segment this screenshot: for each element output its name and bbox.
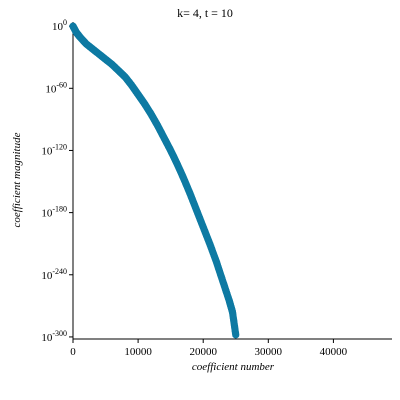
y-tick-group: 100 10-60 10-120 10-180 10-240 10-300 <box>41 18 73 344</box>
y-tick-label: 10-300 <box>41 329 67 344</box>
x-tick-label: 30000 <box>255 346 283 358</box>
x-axis-label: coefficient number <box>192 361 275 373</box>
y-tick-label: 100 <box>52 18 67 33</box>
data-series <box>69 22 240 339</box>
y-tick-label: 10-180 <box>41 205 67 220</box>
x-tick-label: 40000 <box>320 346 348 358</box>
chart-title: k= 4, t = 10 <box>177 6 233 20</box>
data-point <box>232 331 240 339</box>
x-tick-label: 20000 <box>189 346 217 358</box>
x-tick-group: 0 10000 20000 30000 40000 <box>70 339 348 358</box>
y-tick-label: 10-60 <box>45 80 67 95</box>
y-tick-label: 10-120 <box>41 142 67 157</box>
y-axis-label: coefficient magnitude <box>11 132 23 227</box>
x-tick-label: 0 <box>70 346 76 358</box>
y-tick-label: 10-240 <box>41 267 67 282</box>
x-tick-label: 10000 <box>124 346 152 358</box>
